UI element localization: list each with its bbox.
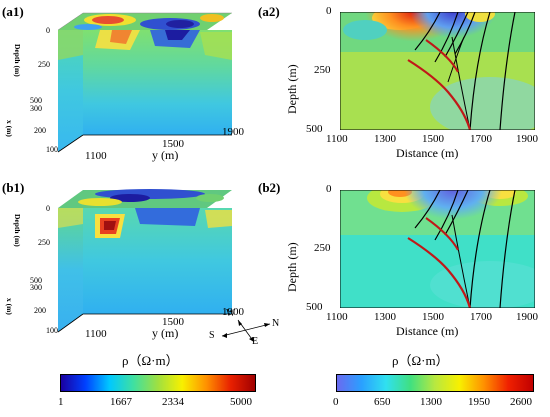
section-b2-y-tick-0: 0	[326, 183, 332, 195]
cube-a1	[57, 12, 232, 153]
section-a2	[340, 12, 535, 130]
section-b2-x-tick-1300: 1300	[374, 311, 396, 323]
cube-b1-depth-label: Depth (m)	[13, 214, 22, 247]
cube-a1-x-tick-300: 300	[30, 104, 42, 113]
cube-a1-y-tick-1900: 1900	[222, 126, 244, 138]
section-a2-x-label: Distance (m)	[396, 146, 459, 160]
section-a2-x-tick-1100: 1100	[326, 133, 348, 145]
cube-a1-x-label: x (m)	[5, 120, 14, 137]
cube-b1-x-tick-300: 300	[30, 283, 42, 292]
cube-b1-x-tick-200: 200	[34, 306, 46, 315]
cube-a1-y-tick-1500: 1500	[162, 138, 184, 150]
panel-label-b2: (b2)	[258, 180, 281, 195]
cube-a1-depth-label: Depth (m)	[13, 44, 22, 77]
cube-a1-depth-tick-500: 500	[30, 96, 42, 105]
colorbar-right-tick-1950: 1950	[468, 396, 490, 408]
cube-b1-y-tick-1100: 1100	[85, 328, 107, 340]
section-a2-y-tick-250: 250	[314, 64, 331, 76]
cube-b1-y-tick-1500: 1500	[162, 316, 184, 328]
colorbar-right-tick-1300: 1300	[420, 396, 442, 408]
colorbar-left-tick-5000: 5000	[230, 396, 252, 408]
section-b2-y-label: Depth (m)	[285, 242, 299, 292]
cube-b1-y-label: y (m)	[152, 326, 179, 340]
colorbar-right-tick-2600: 2600	[510, 396, 532, 408]
cube-a1-depth-tick-0: 0	[46, 26, 50, 35]
cube-a1-depth-tick-250: 250	[38, 60, 50, 69]
cube-b1	[57, 189, 232, 333]
section-b2	[340, 190, 535, 308]
cube-b1-x-tick-100: 100	[46, 326, 58, 335]
colorbar-right-tick-0: 0	[333, 396, 339, 408]
colorbar-left-tick-1667: 1667	[110, 396, 132, 408]
section-b2-x-tick-1500: 1500	[422, 311, 444, 323]
section-b2-x-tick-1700: 1700	[470, 311, 492, 323]
section-a2-x-tick-1900: 1900	[516, 133, 538, 145]
colorbar-left-title: ρ（Ω·m）	[122, 353, 179, 368]
panel-label-a2: (a2)	[258, 4, 280, 19]
section-a2-x-tick-1500: 1500	[422, 133, 444, 145]
colorbar-left	[60, 374, 256, 392]
compass-icon	[221, 319, 271, 343]
cube-b1-x-label: x (m)	[5, 298, 14, 315]
compass-s: S	[209, 330, 215, 341]
section-a2-x-tick-1700: 1700	[470, 133, 492, 145]
compass-e: E	[252, 336, 259, 347]
cube-a1-y-tick-1100: 1100	[85, 150, 107, 162]
colorbar-left-tick-1: 1	[58, 396, 64, 408]
cube-b1-depth-tick-0: 0	[46, 204, 50, 213]
cube-b1-depth-tick-500: 500	[30, 276, 42, 285]
section-b2-x-tick-1900: 1900	[516, 311, 538, 323]
section-a2-y-tick-0: 0	[326, 5, 332, 17]
panel-label-b1: (b1)	[2, 180, 25, 195]
colorbar-left-tick-2334: 2334	[162, 396, 184, 408]
colorbar-right	[336, 374, 534, 392]
section-b2-y-tick-500: 500	[306, 301, 323, 313]
section-a2-x-tick-1300: 1300	[374, 133, 396, 145]
cube-a1-x-tick-200: 200	[34, 126, 46, 135]
compass-w: W	[226, 308, 236, 319]
section-a2-y-label: Depth (m)	[285, 64, 299, 114]
section-b2-y-tick-250: 250	[314, 242, 331, 254]
cube-b1-y-tick-1900: 1900	[222, 306, 244, 318]
cube-a1-y-label: y (m)	[152, 148, 179, 162]
section-b2-x-tick-1100: 1100	[326, 311, 348, 323]
cube-b1-depth-tick-250: 250	[38, 238, 50, 247]
cube-a1-x-tick-100: 100	[46, 145, 58, 154]
colorbar-right-tick-650: 650	[374, 396, 391, 408]
compass-n: N	[272, 318, 280, 329]
section-b2-x-label: Distance (m)	[396, 324, 459, 338]
panel-label-a1: (a1)	[2, 4, 24, 19]
section-a2-y-tick-500: 500	[306, 123, 323, 135]
colorbar-right-title: ρ（Ω·m）	[392, 353, 449, 368]
